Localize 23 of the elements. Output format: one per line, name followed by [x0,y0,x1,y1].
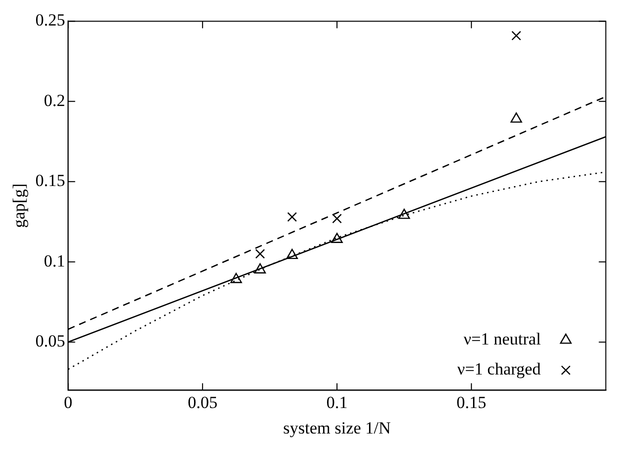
point [230,272,242,284]
legend-label: ν=1 charged [457,360,542,379]
point [286,248,298,260]
x-tick-label: 0.15 [456,392,486,412]
y-axis-title: gap[g] [10,184,29,228]
x-axis-title: system size 1/N [283,418,391,438]
point [510,112,522,123]
point [511,30,522,40]
y-tick-label: 0.1 [44,251,66,270]
x-tick-label: 0.05 [188,392,218,412]
y-tick-label: 0.15 [35,171,66,190]
y-tick-label: 0.2 [44,90,66,110]
point [398,208,410,219]
point [254,263,266,274]
x-tick-label: 0.1 [326,392,348,412]
legend-label: ν=1 neutral [464,330,542,349]
y-tick-label: 0.05 [35,332,66,351]
x-tick-label: 0 [64,392,72,412]
point [332,214,342,224]
y-tick-label: 0.25 [35,10,66,30]
point [331,232,343,243]
point [287,212,297,222]
point [255,248,265,259]
